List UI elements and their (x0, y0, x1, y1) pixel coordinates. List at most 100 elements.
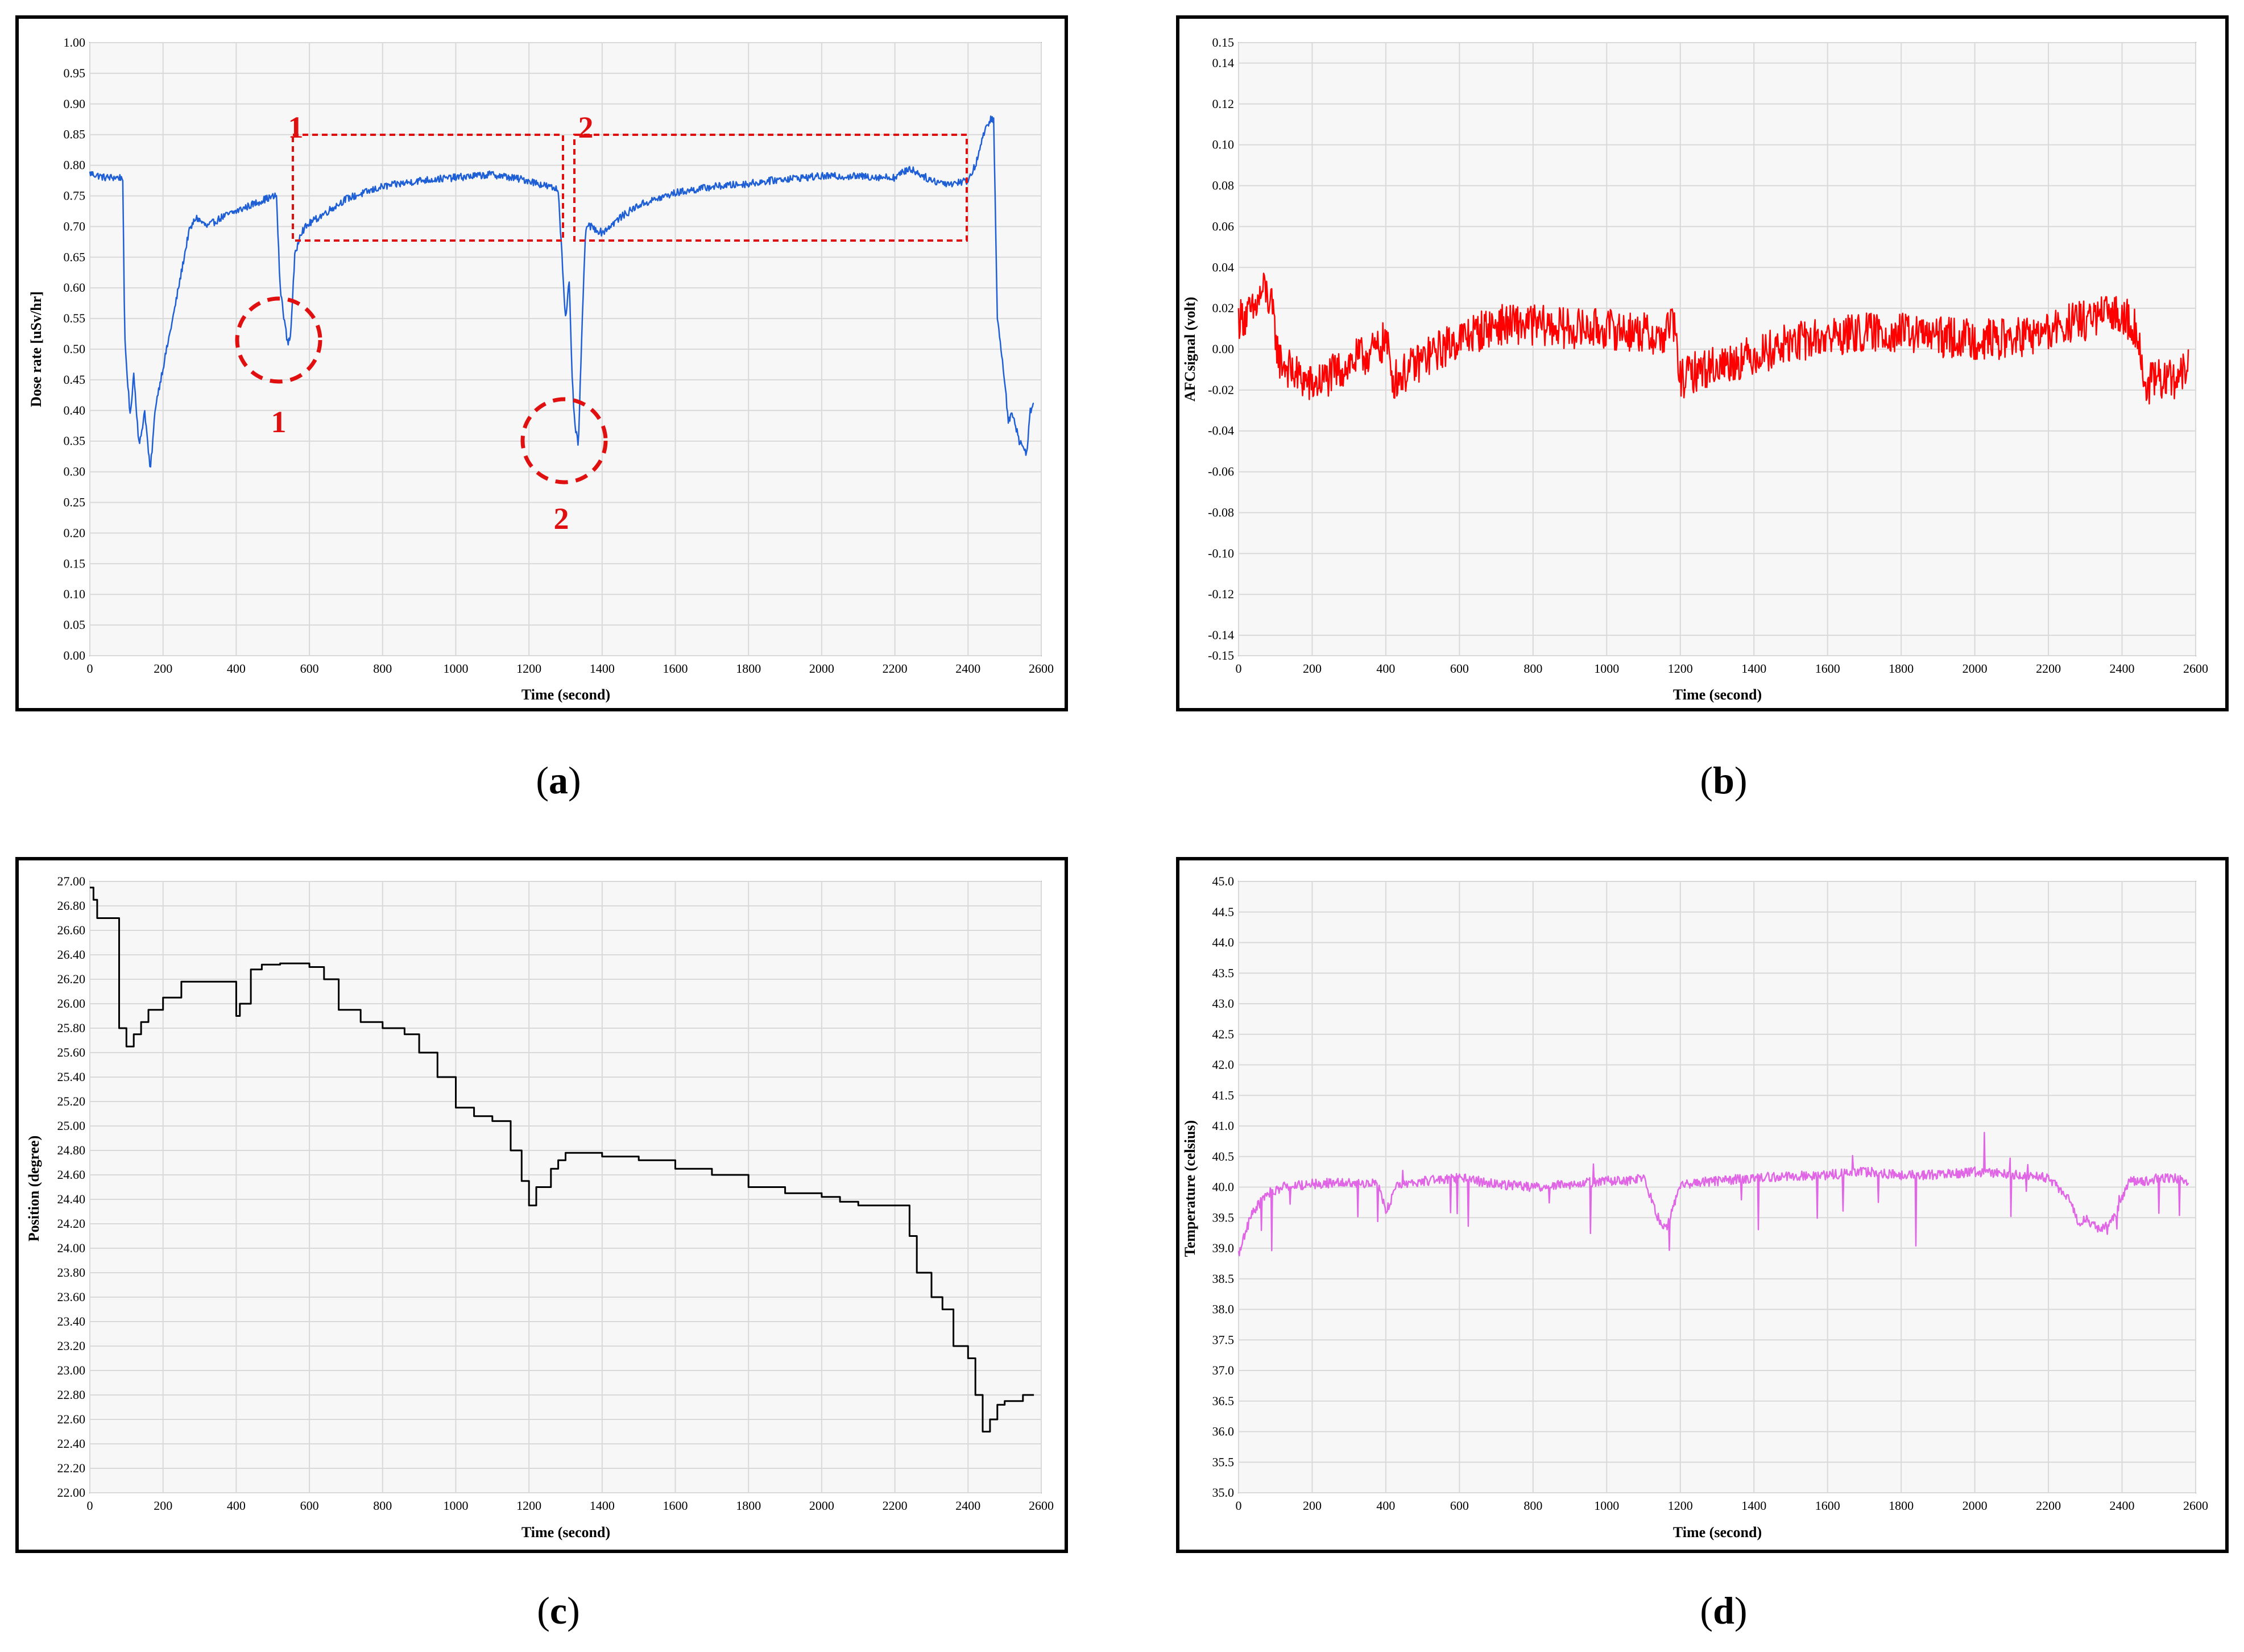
y-tick-label: 25.80 (57, 1021, 86, 1035)
y-tick-label: 0.15 (64, 556, 86, 570)
x-tick-label: 2200 (883, 661, 908, 676)
y-tick-label: 23.40 (57, 1314, 86, 1328)
x-tick-label: 2000 (1963, 1498, 1988, 1513)
y-tick-label: 27.00 (57, 874, 86, 888)
annotation-box-1 (292, 134, 564, 242)
x-tick-label: 2200 (2036, 661, 2061, 676)
y-tick-label: 0.14 (1212, 56, 1235, 70)
y-tick-label: 0.70 (64, 219, 86, 233)
y-tick-label: 0.60 (64, 280, 86, 295)
x-tick-label: 2000 (809, 1498, 834, 1513)
y-tick-label: 44.0 (1212, 935, 1235, 950)
x-tick-label: 1600 (663, 661, 688, 676)
y-tick-label: 22.80 (57, 1388, 86, 1402)
x-tick-label: 400 (227, 1498, 246, 1513)
y-tick-label: 0.35 (64, 434, 86, 448)
x-tick-label: 1400 (590, 1498, 615, 1513)
panel-letter-b: b (1713, 759, 1734, 802)
grid-d (1238, 881, 2196, 1493)
x-tick-label: 1600 (663, 1498, 688, 1513)
y-tick-label: 0.75 (64, 189, 86, 203)
annotation-box-2-label: 2 (578, 110, 594, 144)
chart-a: 0 200 400 600 800 1000 1200 1400 1600 1800 2000 220… (15, 15, 1068, 802)
y-axis-title-c: Position (degree) (26, 1136, 42, 1242)
x-tick-label: 2600 (2183, 1498, 2208, 1513)
x-tick-label: 2600 (2183, 661, 2208, 676)
y-tick-label: 44.5 (1212, 905, 1235, 919)
series-c (90, 887, 1034, 1432)
series-d (1237, 1132, 2189, 1257)
x-tick-label: 1000 (1594, 1498, 1619, 1513)
x-tick-label: 1000 (1594, 661, 1619, 676)
x-tick-label: 1000 (443, 661, 468, 676)
series-b (1237, 272, 2189, 405)
annotation-box-1-label: 1 (288, 110, 304, 144)
y-tick-label: 24.60 (57, 1167, 86, 1182)
series-line (1237, 1132, 2189, 1257)
y-axis-title-b: AFCsignal (volt) (1182, 297, 1198, 401)
x-tick-label: 2400 (955, 1498, 980, 1513)
x-tick-label: 1200 (516, 1498, 541, 1513)
y-tick-label: -0.04 (1208, 424, 1234, 438)
y-tick-label: 26.20 (57, 972, 86, 986)
y-tick-label: 23.20 (57, 1339, 86, 1353)
y-tick-label: 24.80 (57, 1143, 86, 1157)
y-tick-label: 43.0 (1212, 996, 1235, 1011)
series-line (89, 115, 1034, 468)
y-tick-label: 40.5 (1212, 1149, 1235, 1164)
y-tick-label: 0.06 (1212, 219, 1235, 233)
y-tick-label: 40.0 (1212, 1180, 1235, 1194)
y-tick-label: 0.55 (64, 311, 86, 325)
x-tick-label: 0 (87, 661, 93, 676)
y-tick-label: 0.95 (64, 66, 86, 80)
y-tick-label: 0.40 (64, 403, 86, 417)
panel-label-d: (d) (1700, 1589, 1747, 1632)
y-tick-label: -0.02 (1208, 383, 1234, 397)
y-tick-label: 0.45 (64, 372, 86, 387)
y-tick-label: 0.30 (64, 465, 86, 479)
y-tick-label: 0.80 (64, 158, 86, 172)
y-tick-label: 35.0 (1212, 1485, 1235, 1500)
y-tick-label: 45.0 (1212, 874, 1235, 888)
series-a (89, 115, 1034, 468)
x-tick-label: 1600 (1815, 661, 1840, 676)
x-axis-title-b: Time (second) (1673, 686, 1762, 703)
panel-letter-c: c (550, 1589, 567, 1632)
x-tick-label: 1800 (736, 1498, 761, 1513)
x-tick-label: 1600 (1815, 1498, 1840, 1513)
x-tick-label: 400 (227, 661, 246, 676)
x-tick-label: 200 (154, 661, 172, 676)
x-tick-label: 0 (1236, 661, 1242, 676)
y-tick-label: 0.90 (64, 97, 86, 111)
panel-letter-a: a (549, 759, 568, 802)
y-tick-label: 0.04 (1212, 260, 1235, 274)
y-tick-label: 22.00 (57, 1485, 86, 1500)
x-tick-label: 1400 (590, 661, 615, 676)
ticks-a: 0 200 400 600 800 1000 1200 1400 1600 1800 2000 220… (64, 35, 1054, 676)
y-tick-label: 0.00 (1212, 342, 1235, 356)
x-tick-label: 400 (1376, 661, 1395, 676)
x-tick-label: 600 (1450, 1498, 1469, 1513)
y-tick-label: 0.50 (64, 342, 86, 356)
y-tick-label: 42.0 (1212, 1058, 1235, 1072)
annotation-circle-2 (520, 397, 608, 485)
chart-d: 0 200 400 600 800 1000 1200 1400 1600 1800 2000 220… (1176, 857, 2229, 1632)
x-tick-label: 2600 (1029, 661, 1054, 676)
y-tick-label: 26.40 (57, 947, 86, 962)
y-tick-label: 39.0 (1212, 1241, 1235, 1255)
x-tick-label: 1200 (516, 661, 541, 676)
panel-b: 0 200 400 600 800 1000 1200 1400 1600 1800 2000 220… (1122, 0, 2244, 825)
y-tick-label: 39.5 (1212, 1210, 1235, 1224)
panel-label-a: (a) (536, 759, 581, 802)
x-tick-label: 2200 (883, 1498, 908, 1513)
y-tick-label: 36.0 (1212, 1425, 1235, 1439)
x-tick-label: 2400 (955, 661, 980, 676)
y-tick-label: 23.00 (57, 1363, 86, 1377)
y-tick-label: 25.00 (57, 1119, 86, 1133)
annotation-box-2 (573, 134, 968, 242)
ticks-d: 0 200 400 600 800 1000 1200 1400 1600 1800 2000 220… (1212, 874, 2209, 1513)
y-tick-label: 1.00 (64, 35, 86, 49)
y-tick-label: 0.00 (64, 648, 86, 663)
y-tick-label: 37.0 (1212, 1363, 1235, 1377)
y-tick-label: 22.40 (57, 1436, 86, 1451)
